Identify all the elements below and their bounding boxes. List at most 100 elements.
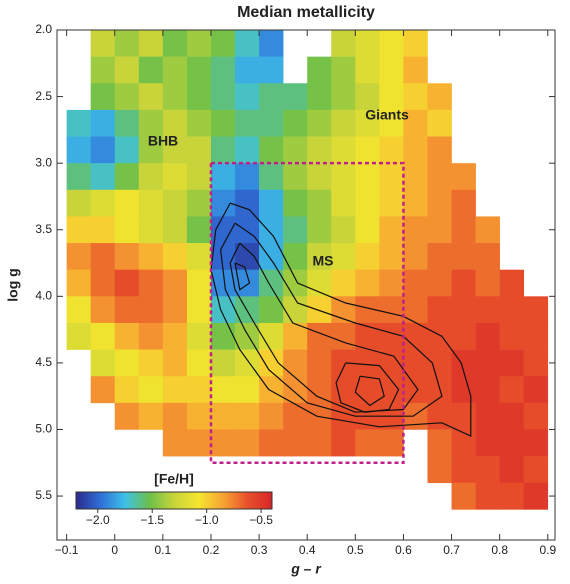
heat-cell (427, 456, 452, 484)
heat-cell (162, 376, 188, 404)
heat-cell (403, 349, 428, 377)
colorbar-tick-label: −2.0 (86, 513, 110, 527)
heat-cell (186, 349, 212, 377)
heat-cell (66, 322, 91, 350)
heat-cell (259, 376, 284, 404)
heat-cell (451, 456, 476, 484)
heat-cell (475, 402, 500, 430)
heat-cell (210, 243, 236, 270)
heat-cell (403, 296, 428, 324)
x-axis-label: g – r (290, 561, 322, 577)
heat-cell (186, 429, 212, 457)
heat-cell (162, 243, 188, 270)
heat-cell (114, 56, 140, 84)
heat-cell (186, 269, 212, 297)
heat-cell (307, 376, 332, 404)
heat-cell (283, 136, 308, 164)
heat-cell (259, 322, 284, 350)
heat-cell (162, 163, 188, 191)
heat-cell (283, 296, 308, 324)
heat-cell (210, 296, 236, 324)
heat-cell (451, 296, 476, 324)
contour (354, 375, 385, 407)
heat-cell (114, 30, 140, 57)
heat-cell (235, 189, 260, 217)
heat-cell (235, 322, 260, 350)
heat-cell (403, 269, 428, 297)
heat-cell (403, 83, 428, 111)
heat-cell (259, 83, 284, 111)
heat-cell (114, 349, 140, 377)
heat-cell (210, 349, 236, 377)
heat-cell (403, 376, 428, 404)
heat-cell (90, 269, 116, 297)
heat-cell (283, 216, 308, 244)
heat-cell (114, 402, 140, 430)
heat-cell (403, 30, 428, 57)
heat-cell (379, 243, 404, 270)
heat-cell (451, 243, 476, 270)
heat-cell (331, 216, 356, 244)
heat-cell (523, 482, 549, 510)
heat-cell (427, 269, 452, 297)
heat-cell (66, 189, 91, 217)
heat-cell (259, 402, 284, 430)
heat-cell (186, 136, 212, 164)
heat-cell (283, 402, 308, 430)
heat-cell (499, 402, 525, 430)
heat-cell (259, 109, 284, 137)
heat-cell (210, 109, 236, 137)
heat-cell (523, 402, 549, 430)
heat-cell (186, 376, 212, 404)
heat-cell (90, 243, 116, 270)
heat-cell (162, 402, 188, 430)
heat-cell (355, 322, 380, 350)
heat-cell (379, 349, 404, 377)
heat-cell (114, 83, 140, 111)
heat-cell (138, 163, 164, 191)
heat-cell (427, 429, 452, 457)
heat-cell (186, 296, 212, 324)
y-axis-label: log g (5, 268, 21, 301)
heat-cell (138, 56, 164, 84)
heat-cell (307, 56, 332, 84)
heat-cell (283, 269, 308, 297)
heat-cell (138, 243, 164, 270)
heat-cell (283, 109, 308, 137)
heat-cell (355, 109, 380, 137)
heat-cell (331, 136, 356, 164)
y-tick-label: 4.5 (35, 355, 52, 369)
heat-cell (403, 216, 428, 244)
heat-cell (210, 163, 236, 191)
heat-cell (475, 243, 500, 270)
heat-cell (355, 56, 380, 84)
heat-cell (162, 322, 188, 350)
heat-cell (355, 243, 380, 270)
heat-cell (355, 189, 380, 217)
heat-cell (451, 163, 476, 191)
heat-cell (114, 243, 140, 270)
heat-cell (331, 189, 356, 217)
heat-cell (90, 163, 116, 191)
heat-cell (138, 296, 164, 324)
heat-cell (259, 136, 284, 164)
heat-cell (138, 216, 164, 244)
x-tick-label: 0.2 (203, 543, 220, 557)
x-tick-label: 0.8 (491, 543, 508, 557)
heat-cell (186, 322, 212, 350)
heat-cell (307, 109, 332, 137)
heat-cell (235, 376, 260, 404)
heat-cell (475, 482, 500, 510)
heat-cell (235, 109, 260, 137)
heat-cell (307, 296, 332, 324)
heat-cell (210, 83, 236, 111)
heat-cell (186, 109, 212, 137)
heat-cell (499, 429, 525, 457)
heat-cell (283, 349, 308, 377)
heat-cell (379, 136, 404, 164)
heat-cell (138, 109, 164, 137)
heat-cell (307, 429, 332, 457)
heat-cell (162, 136, 188, 164)
heat-cell (331, 83, 356, 111)
